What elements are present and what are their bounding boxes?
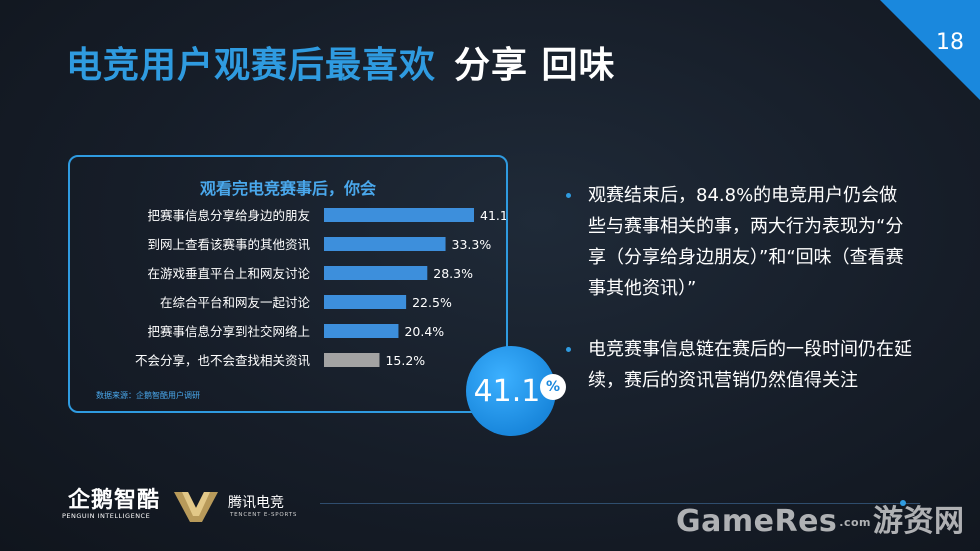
watermark-dotcom: .com (839, 516, 871, 529)
bar (324, 237, 446, 251)
bar-value-label: 15.2% (385, 353, 425, 368)
bar (324, 295, 407, 309)
highlight-unit-badge: % (540, 374, 566, 400)
bullet-item: 电竞赛事信息链在赛后的一段时间仍在延续，赛后的资讯营销仍然值得关注 (562, 334, 912, 396)
page-title: 电竞用户观赛后最喜欢 分享 回味 (66, 36, 616, 88)
chart-panel: 观看完电竞赛事后，你会 把赛事信息分享给身边的朋友 41.1% 到网上查看该赛事的其… (68, 155, 508, 413)
bar-value-label: 33.3% (452, 237, 492, 252)
tencent-logo-subtext: TENCENT E-SPORTS (230, 512, 298, 518)
bar-category-label: 在游戏垂直平台上和网友讨论 (147, 266, 310, 281)
bar (324, 208, 474, 222)
bar-category-label: 到网上查看该赛事的其他资讯 (147, 237, 310, 252)
bar (324, 266, 428, 280)
title-highlight: 电竞用户观赛后最喜欢 (66, 45, 437, 86)
bar (324, 324, 399, 338)
penguin-intelligence-logo: 企鹅智酷 PENGUIN INTELLIGENCE (62, 482, 167, 526)
watermark-right: 游资网 (873, 504, 965, 539)
footer-dot (900, 500, 906, 506)
tencent-esports-emblem-icon (174, 492, 218, 522)
penguin-logo-subtext: PENGUIN INTELLIGENCE (62, 512, 151, 520)
bar-category-label: 在综合平台和网友一起讨论 (160, 295, 311, 310)
bar-chart: 把赛事信息分享给身边的朋友 41.1% 到网上查看该赛事的其他资讯 33.3% 在游戏垂… (135, 208, 506, 368)
highlight-value: 41.1 (473, 373, 541, 409)
page-corner-triangle (880, 0, 980, 100)
bar-value-label: 22.5% (412, 295, 452, 310)
bullet-item: 观赛结束后，84.8%的电竞用户仍会做些与赛事相关的事，两大行为表现为“分享（分… (562, 180, 912, 304)
tencent-logo-text: 腾讯电竞 (228, 495, 284, 511)
bullet-list: 观赛结束后，84.8%的电竞用户仍会做些与赛事相关的事，两大行为表现为“分享（分… (562, 180, 912, 396)
title-emphasis: 分享 回味 (454, 45, 616, 86)
footer-divider (320, 503, 920, 504)
chart-title: 观看完电竞赛事后，你会 (199, 179, 376, 198)
bar-category-label: 不会分享，也不会查找相关资讯 (135, 353, 311, 368)
page-number: 18 (936, 30, 964, 55)
watermark-left: GameRes (676, 504, 838, 539)
bar-value-label: 20.4% (404, 324, 444, 339)
bar-value-label: 41.1% (480, 208, 506, 223)
bar-value-label: 28.3% (433, 266, 473, 281)
tencent-esports-logo: 腾讯电竞 TENCENT E-SPORTS (172, 488, 302, 526)
penguin-logo-text: 企鹅智酷 (68, 488, 161, 513)
chart-source: 数据来源：企鹅智酷用户调研 (96, 391, 200, 400)
bar-category-label: 把赛事信息分享到社交网络上 (147, 324, 310, 339)
gameres-watermark: GameRes .com游资网 (676, 496, 965, 540)
bar (324, 353, 380, 367)
bar-category-label: 把赛事信息分享给身边的朋友 (147, 208, 310, 223)
